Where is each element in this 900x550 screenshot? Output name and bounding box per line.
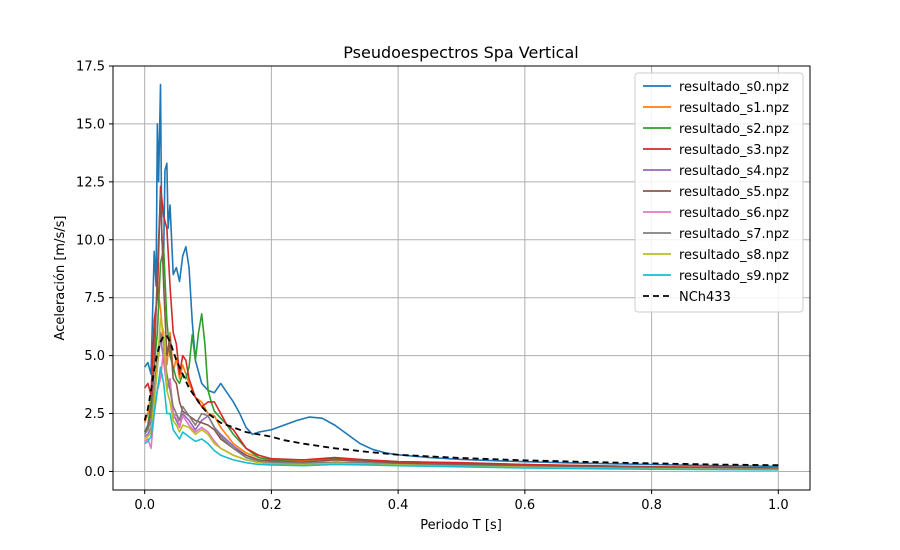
legend-label: resultado_s7.npz (679, 227, 789, 242)
legend-label: resultado_s6.npz (679, 206, 789, 221)
x-axis: 0.0 0.2 0.4 0.6 0.8 1.0 (134, 490, 789, 513)
legend-label: resultado_s1.npz (679, 101, 789, 116)
legend-label: resultado_s9.npz (679, 269, 789, 284)
legend-label: NCh433 (679, 290, 731, 305)
legend-label: resultado_s8.npz (679, 248, 789, 263)
series-line-9 (144, 366, 779, 471)
series-line-3 (144, 185, 779, 469)
y-tick-label: 10.0 (76, 233, 105, 248)
x-tick-label: 0.0 (134, 498, 155, 513)
y-tick-label: 0.0 (84, 465, 105, 480)
x-tick-label: 0.4 (388, 498, 409, 513)
y-tick-label: 15.0 (76, 117, 105, 132)
x-tick-label: 0.8 (641, 498, 662, 513)
y-axis: 0.0 2.5 5.0 7.5 10.0 12.5 15.0 17.5 (76, 60, 113, 480)
legend-label: resultado_s0.npz (679, 80, 789, 95)
x-tick-label: 0.6 (515, 498, 536, 513)
legend-label: resultado_s5.npz (679, 185, 789, 200)
series-layer (143, 83, 779, 471)
y-tick-label: 17.5 (76, 60, 105, 75)
series-line-10 (143, 335, 779, 467)
y-tick-label: 7.5 (84, 291, 105, 306)
y-axis-title: Aceleración [m/s/s] (53, 216, 68, 341)
legend-label: resultado_s3.npz (679, 143, 789, 158)
legend: resultado_s0.npz resultado_s1.npz resultad… (634, 72, 804, 313)
x-tick-label: 1.0 (768, 498, 789, 513)
legend-box (634, 72, 804, 313)
legend-label: resultado_s2.npz (679, 122, 789, 137)
y-tick-label: 12.5 (76, 175, 105, 190)
y-tick-label: 2.5 (84, 407, 105, 422)
chart-title: Pseudoespectros Spa Vertical (343, 43, 578, 62)
legend-label: resultado_s4.npz (679, 164, 789, 179)
x-axis-title: Periodo T [s] (420, 518, 502, 533)
series-line-5 (144, 192, 779, 470)
plot-frame (112, 65, 811, 491)
x-tick-label: 0.2 (261, 498, 282, 513)
y-tick-label: 5.0 (84, 349, 105, 364)
